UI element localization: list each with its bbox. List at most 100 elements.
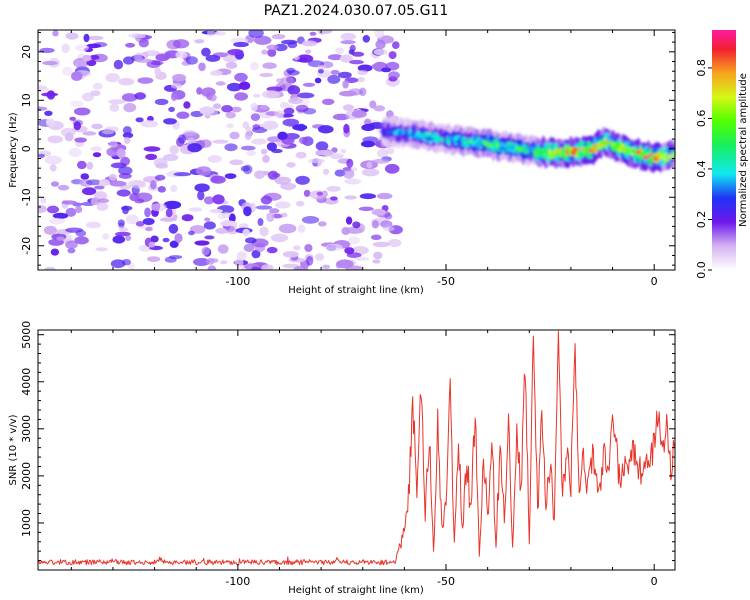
spectrogram-noise-blob bbox=[163, 153, 179, 162]
spectrogram-noise-blob bbox=[47, 135, 63, 144]
spectrogram-noise-blob bbox=[193, 258, 210, 266]
spectrogram-noise-blob bbox=[65, 240, 78, 249]
spectrogram-noise-blob bbox=[261, 49, 268, 55]
spectrogram-y-tick-label: 20 bbox=[20, 45, 33, 59]
spectrogram-noise-blob bbox=[338, 71, 352, 79]
spectrogram-noise-blob bbox=[95, 247, 108, 252]
spectrogram-noise-blob bbox=[244, 131, 252, 141]
spectrogram-noise-blob bbox=[38, 204, 47, 214]
spectrogram-noise-blob bbox=[277, 131, 288, 140]
spectrogram-noise-blob bbox=[135, 58, 153, 63]
spectrogram-noise-blob bbox=[352, 221, 361, 229]
spectrogram-noise-blob bbox=[280, 182, 297, 191]
spectrogram-noise-blob bbox=[117, 219, 125, 227]
spectrogram-noise-blob bbox=[206, 257, 215, 265]
spectrogram-noise-blob bbox=[344, 247, 355, 255]
spectrogram-noise-blob bbox=[142, 218, 155, 225]
spectrogram-noise-blob bbox=[121, 93, 138, 102]
spectrogram-noise-blob bbox=[181, 214, 194, 222]
spectrogram-noise-blob bbox=[217, 244, 229, 254]
spectrogram-noise-blob bbox=[150, 180, 157, 190]
spectrogram-noise-blob bbox=[262, 62, 277, 69]
spectrogram-noise-blob bbox=[86, 179, 102, 186]
spectrogram-noise-blob bbox=[276, 113, 284, 119]
spectrogram-noise-blob bbox=[168, 223, 179, 234]
spectrogram-noise-blob bbox=[325, 243, 343, 252]
spectrogram-noise-blob bbox=[226, 82, 242, 92]
spectrogram-noise-blob bbox=[204, 235, 215, 240]
spectrogram-noise-blob bbox=[297, 92, 315, 99]
spectrogram-noise-blob bbox=[240, 145, 256, 151]
spectrogram-noise-blob bbox=[260, 195, 272, 205]
spectrogram-noise-blob bbox=[148, 241, 155, 248]
colorbar-tick-label: 0.8 bbox=[695, 59, 708, 77]
spectrogram-noise-blob bbox=[44, 155, 62, 165]
spectrogram-noise-blob bbox=[381, 67, 392, 73]
spectrogram-noise-blob bbox=[151, 60, 164, 66]
spectrogram-noise-blob bbox=[150, 235, 159, 243]
spectrogram-noise-blob bbox=[295, 200, 305, 207]
spectrogram-noise-blob bbox=[123, 102, 137, 113]
spectrogram-noise-blob bbox=[278, 223, 297, 234]
spectrogram-noise-blob bbox=[137, 77, 154, 84]
spectrogram-noise-blob bbox=[388, 71, 400, 80]
spectrogram-noise-blob bbox=[125, 42, 136, 48]
spectrogram-noise-blob bbox=[336, 259, 354, 269]
spectrogram-noise-blob bbox=[344, 195, 357, 200]
spectrogram-noise-blob bbox=[62, 66, 73, 76]
spectrogram-x-axis-label: Height of straight line (km) bbox=[288, 285, 424, 296]
spectrogram-y-tick-label: 10 bbox=[20, 93, 33, 107]
spectrogram-noise-blob bbox=[322, 98, 335, 106]
spectrogram-noise-blob bbox=[375, 39, 386, 50]
spectrogram-noise-blob bbox=[288, 97, 303, 105]
spectrogram-noise-blob bbox=[229, 159, 244, 166]
spectrogram-noise-blob bbox=[230, 106, 242, 113]
spectrogram-noise-blob bbox=[243, 243, 255, 252]
spectrogram-noise-blob bbox=[221, 211, 231, 219]
spectrogram-noise-blob bbox=[309, 31, 317, 36]
spectrogram-noise-blob bbox=[82, 131, 97, 136]
colorbar-tick-label: 0.2 bbox=[695, 211, 708, 229]
spectrogram-noise-blob bbox=[170, 82, 182, 89]
spectrogram-noise-blob bbox=[41, 92, 59, 97]
spectrogram-noise-blob bbox=[220, 220, 238, 227]
spectrogram-noise-blob bbox=[134, 92, 146, 100]
spectrogram-noise-blob bbox=[174, 233, 183, 243]
spectrogram-noise-blob bbox=[319, 30, 333, 34]
spectrogram-noise-blob bbox=[150, 203, 167, 212]
spectrogram-noise-blob bbox=[302, 82, 316, 87]
spectrogram-noise-blob bbox=[86, 161, 94, 170]
spectrogram-noise-blob bbox=[242, 228, 250, 237]
spectrogram-noise-blob bbox=[87, 35, 104, 41]
spectrogram-noise-blob bbox=[282, 118, 300, 127]
spectrogram-noise-blob bbox=[344, 178, 362, 185]
spectrogram-noise-blob bbox=[74, 137, 87, 143]
spectrogram-noise-blob bbox=[301, 40, 318, 47]
spectrogram-noise-blob bbox=[91, 123, 103, 130]
spectrogram-noise-blob bbox=[143, 146, 161, 152]
spectrogram-noise-blob bbox=[61, 200, 77, 205]
spectrogram-noise-blob bbox=[188, 230, 195, 236]
spectrogram-noise-blob bbox=[286, 162, 296, 168]
spectrogram-noise-blob bbox=[262, 90, 280, 99]
spectrogram-noise-blob bbox=[351, 110, 367, 118]
spectrogram-noise-blob bbox=[201, 47, 211, 57]
spectrogram-noise-blob bbox=[225, 225, 235, 232]
spectrogram-noise-blob bbox=[371, 220, 379, 229]
spectrogram-noise-blob bbox=[348, 49, 355, 55]
spectrogram-noise-blob bbox=[308, 158, 325, 164]
spectrogram-noise-blob bbox=[44, 266, 56, 270]
spectrogram-noise-blob bbox=[143, 50, 160, 57]
spectrogram-noise-blob bbox=[282, 251, 299, 258]
spectrogram-noise-blob bbox=[305, 49, 312, 54]
spectrogram-noise-blob bbox=[113, 59, 124, 70]
spectrogram-noise-blob bbox=[259, 226, 269, 237]
spectrogram-noise-blob bbox=[369, 100, 377, 109]
snr-y-tick-label: 2000 bbox=[20, 462, 33, 490]
spectrogram-noise-blob bbox=[50, 248, 60, 256]
spectrogram-noise-blob bbox=[243, 206, 252, 217]
spectrogram-noise-blob bbox=[221, 105, 233, 113]
spectrogram-noise-blob bbox=[105, 73, 120, 83]
spectrogram-noise-blob bbox=[159, 217, 177, 222]
